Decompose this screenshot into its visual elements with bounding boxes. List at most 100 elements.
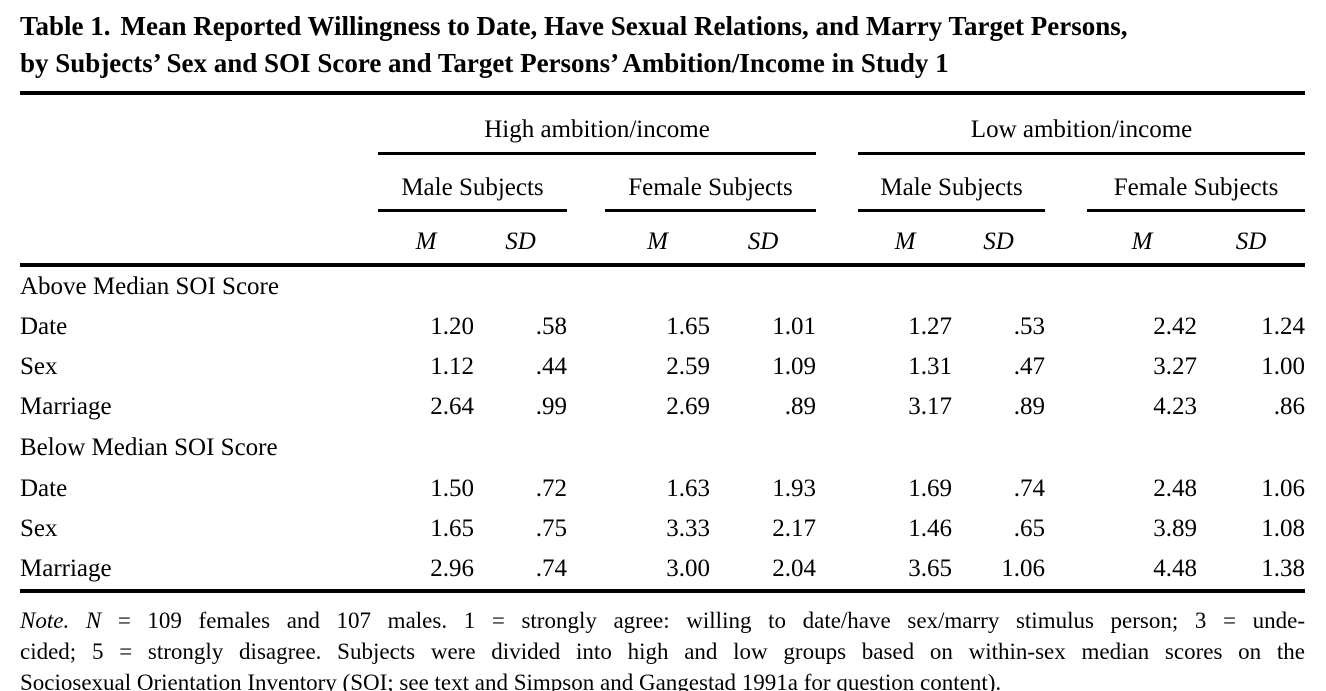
table-row: Marriage 2.96 .74 3.00 2.04 3.65 1.06 4.… (20, 549, 1305, 589)
table-cell: .89 (1013, 393, 1046, 420)
subgroup-header-female-high: Female Subjects (605, 153, 817, 212)
spacer-cell (20, 95, 378, 154)
table-cell: 3.33 (666, 515, 710, 542)
table-cell: .99 (535, 393, 567, 420)
row-label: Sex (20, 515, 58, 542)
section-row-above-median: Above Median SOI Score (20, 265, 1305, 307)
table-cell: 3.89 (1153, 515, 1198, 542)
table-cell: 2.48 (1153, 475, 1198, 502)
note-label: Note. (20, 608, 70, 633)
table-row: Sex 1.12 .44 2.59 1.09 1.31 .47 3.27 1.0… (20, 347, 1305, 387)
column-spacer (567, 210, 605, 267)
column-spacer (816, 387, 858, 427)
subgroup-header-male-low: Male Subjects (858, 153, 1046, 212)
subgroup-header-female-low: Female Subjects (1087, 153, 1306, 212)
row-label: Marriage (20, 393, 112, 420)
table-cell: 1.06 (1001, 555, 1046, 582)
note-line-1: Note. N = 109 females and 107 males. 1 =… (20, 605, 1305, 636)
column-spacer (1045, 210, 1088, 267)
note-line-2: cided; 5 = strongly disagree. Subjects w… (20, 639, 1305, 664)
table-title-line1: Table 1. Mean Reported Willingness to Dat… (20, 8, 1306, 45)
note-text (69, 608, 86, 633)
table-row: Date 1.50 .72 1.63 1.93 1.69 .74 2.48 1.… (20, 469, 1305, 509)
stat-header-row: M SD M SD M SD M SD (20, 210, 1306, 267)
table-cell: 4.48 (1153, 555, 1198, 582)
table-number-label: Table 1. (20, 11, 111, 41)
column-spacer (816, 307, 858, 347)
column-spacer (567, 469, 605, 509)
table-cell: .74 (1013, 475, 1046, 502)
column-spacer (1045, 469, 1087, 509)
section-row-below-median: Below Median SOI Score (20, 427, 1305, 469)
table-cell: 3.17 (908, 393, 953, 420)
bottom-rule (20, 589, 1305, 593)
table-cell: 3.00 (666, 555, 710, 582)
table-cell: .47 (1013, 353, 1046, 380)
column-spacer (1045, 509, 1087, 549)
column-spacer (816, 210, 859, 267)
table-cell: .89 (784, 393, 817, 420)
top-rule (20, 91, 1305, 95)
column-spacer (567, 307, 605, 347)
table-row: Sex 1.65 .75 3.33 2.17 1.46 .65 3.89 1.0… (20, 509, 1305, 549)
table-cell: 1.50 (430, 475, 474, 502)
subgroup-header-male-high: Male Subjects (378, 153, 567, 212)
table-cell: 1.31 (908, 353, 953, 380)
table-title-text: Mean Reported Willingness to Date, Have … (120, 11, 1128, 41)
table-note: Note. N = 109 females and 107 males. 1 =… (20, 605, 1305, 691)
table-cell: 1.69 (908, 475, 953, 502)
data-table: High ambition/income Low ambition/income… (20, 95, 1306, 589)
table-cell: 1.65 (430, 515, 474, 542)
column-header-sd: SD (1197, 210, 1306, 267)
table-cell: 2.17 (772, 515, 817, 542)
table-cell: 2.04 (772, 555, 817, 582)
table-cell: 1.27 (908, 313, 953, 340)
column-spacer (1045, 347, 1087, 387)
table-cell: 1.09 (772, 353, 817, 380)
table-title: Table 1. Mean Reported Willingness to Dat… (20, 8, 1306, 82)
table-cell: .58 (535, 313, 567, 340)
table-cell: .65 (1013, 515, 1046, 542)
table-cell: 2.64 (430, 393, 474, 420)
table-cell: 2.96 (430, 555, 474, 582)
subgroup-header-row: Male Subjects Female Subjects Male Subje… (20, 153, 1306, 212)
table-cell: 3.65 (908, 555, 953, 582)
table-cell: 3.27 (1153, 353, 1198, 380)
table-cell: .44 (535, 353, 567, 380)
note-line-3: Sociosexual Orientation Inventory (SOI; … (20, 670, 1002, 691)
table-cell: 2.69 (666, 393, 710, 420)
table-cell: .72 (535, 475, 567, 502)
table-cell: 1.24 (1261, 313, 1306, 340)
table-cell: 1.38 (1261, 555, 1306, 582)
row-label: Marriage (20, 555, 112, 582)
column-header-mean: M (858, 210, 953, 267)
table-cell: 4.23 (1153, 393, 1198, 420)
column-spacer (567, 347, 605, 387)
table-cell: 1.08 (1261, 515, 1306, 542)
column-spacer (567, 549, 605, 589)
table-cell: 1.01 (772, 313, 817, 340)
column-spacer (816, 549, 858, 589)
section-label: Below Median SOI Score (20, 434, 278, 461)
spacer-cell (20, 210, 378, 267)
column-header-mean: M (605, 210, 710, 267)
column-spacer (816, 469, 858, 509)
table-cell: 1.63 (666, 475, 710, 502)
group-header-high-ambition: High ambition/income (378, 95, 817, 155)
section-label: Above Median SOI Score (20, 273, 279, 300)
table-cell: 1.12 (430, 353, 474, 380)
table-cell: 1.00 (1261, 353, 1306, 380)
column-spacer (816, 509, 858, 549)
column-spacer (1045, 307, 1087, 347)
table-cell: 1.65 (666, 313, 710, 340)
table-cell: .53 (1013, 313, 1046, 340)
column-spacer (1045, 549, 1087, 589)
table-cell: .86 (1273, 393, 1306, 420)
column-header-sd: SD (710, 210, 817, 267)
column-header-sd: SD (474, 210, 567, 267)
table-row: Date 1.20 .58 1.65 1.01 1.27 .53 2.42 1.… (20, 307, 1305, 347)
note-n-symbol: N (85, 608, 102, 633)
column-spacer (567, 509, 605, 549)
table-cell: 1.20 (430, 313, 474, 340)
